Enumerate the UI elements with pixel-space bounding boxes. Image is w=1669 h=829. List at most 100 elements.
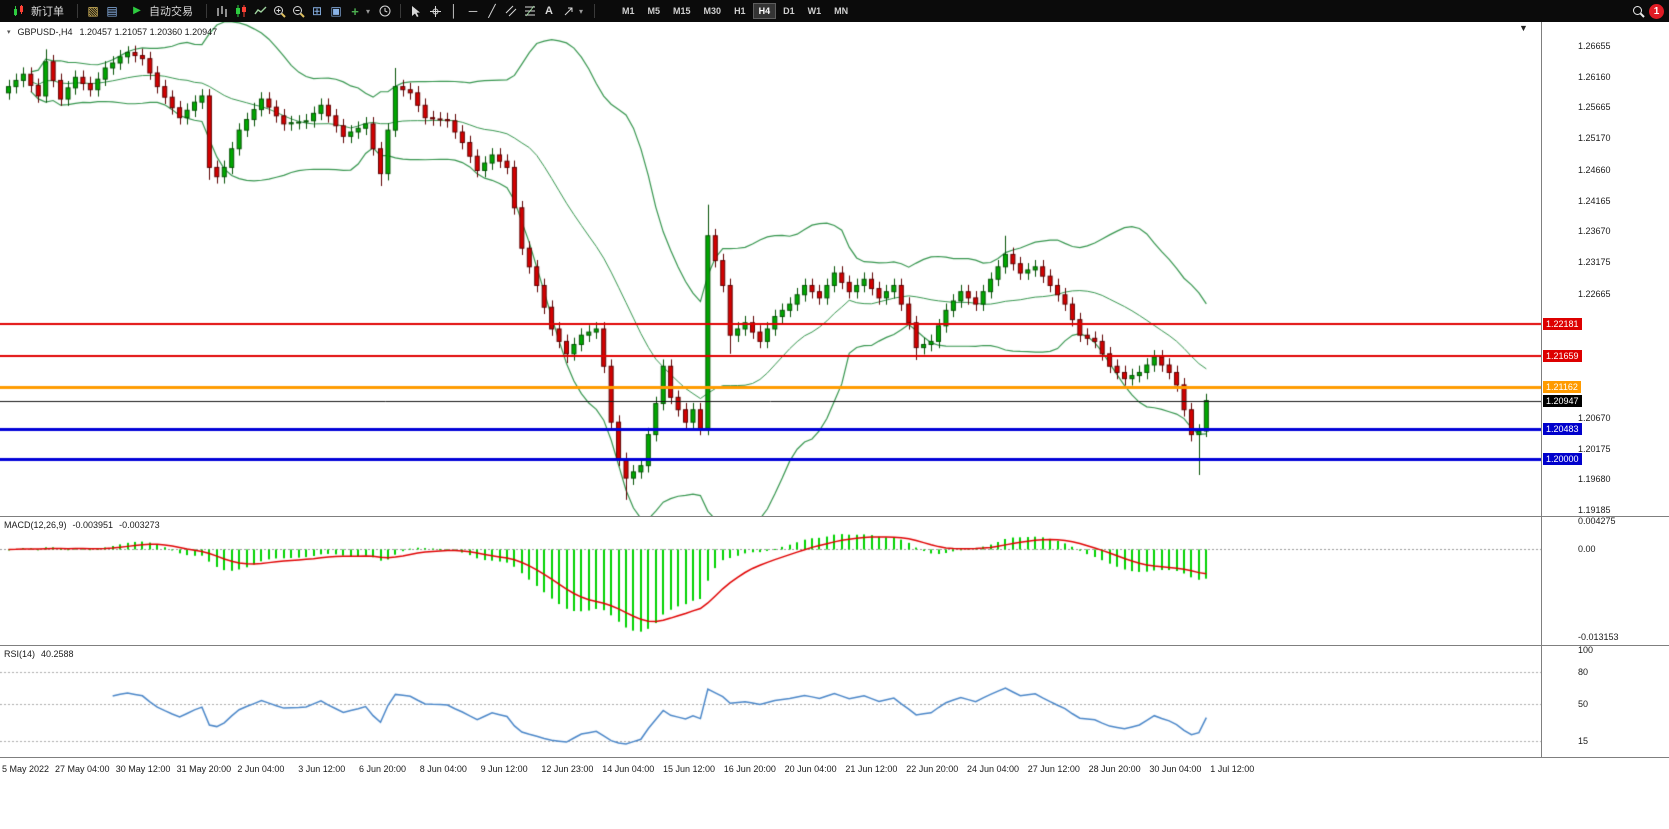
rsi-name: RSI(14)	[4, 649, 36, 659]
time-axis-label: 16 Jun 20:00	[723, 764, 776, 774]
timeframe-mn[interactable]: MN	[834, 6, 849, 16]
price-axis-label: 1.19680	[1578, 474, 1611, 485]
indicators-icon[interactable]: +	[351, 3, 359, 19]
timeframe-d1[interactable]: D1	[783, 6, 795, 16]
tools-caret-icon[interactable]: ▾	[579, 6, 584, 16]
autotrading-play-icon: ▶	[133, 5, 141, 16]
rsi-axis-label: 15	[1578, 735, 1589, 746]
toolbar-separator	[594, 4, 595, 18]
search-icon[interactable]	[1630, 3, 1646, 19]
new-order-label: 新订单	[31, 6, 64, 18]
time-axis-label: 21 Jun 12:00	[845, 764, 898, 774]
time-axis-label: 12 Jun 23:00	[541, 764, 594, 774]
indicators-caret-icon[interactable]: ▾	[366, 6, 371, 16]
new-order-icon	[11, 3, 27, 19]
symbol-ohlc-label: ▾ GBPUSD-,H4 1.20457 1.21057 1.20360 1.2…	[7, 27, 217, 37]
ohlc-values-label: 1.20457 1.21057 1.20360 1.20947	[79, 27, 218, 37]
macd-value-main: -0.003951	[72, 520, 114, 530]
symbol-dropdown-icon: ▾	[7, 29, 11, 36]
chart-area: ▾ GBPUSD-,H4 1.20457 1.21057 1.20360 1.2…	[0, 22, 1669, 829]
time-axis-label: 20 Jun 04:00	[784, 764, 837, 774]
vertical-line-icon[interactable]: │	[450, 4, 458, 18]
timeframe-w1[interactable]: W1	[807, 6, 822, 16]
notification-badge[interactable]: 1	[1649, 3, 1664, 19]
price-chart-canvas[interactable]	[0, 22, 1541, 516]
price-axis-label: 1.23670	[1578, 226, 1611, 237]
price-axis-label: 1.22665	[1578, 288, 1611, 299]
price-badge: 1.21162	[1543, 381, 1581, 394]
macd-canvas[interactable]	[0, 517, 1541, 645]
bar-chart-icon[interactable]	[214, 3, 230, 19]
rsi-axis-label: 100	[1578, 645, 1594, 656]
new-chart-icon[interactable]: ▧	[87, 4, 99, 18]
rsi-panel[interactable]: RSI(14) 40.2588 100 80 50 15	[0, 645, 1669, 758]
chart-shift-marker-icon[interactable]: ▼	[1519, 23, 1528, 33]
timeframe-h1[interactable]: H1	[734, 6, 746, 16]
time-axis-label: 27 May 04:00	[55, 764, 110, 774]
price-badge: 1.20000	[1543, 453, 1582, 466]
macd-value-signal: -0.003273	[119, 520, 160, 530]
arrow-tool-icon[interactable]	[560, 3, 576, 19]
timeframe-m30[interactable]: M30	[703, 6, 722, 16]
timeframe-m1[interactable]: M1	[622, 6, 635, 16]
price-badge: 1.22181	[1543, 317, 1582, 330]
timeframe-m15[interactable]: M15	[673, 6, 691, 16]
price-axis-label: 1.24660	[1578, 164, 1611, 175]
time-axis-label: 3 Jun 12:00	[298, 764, 346, 774]
rsi-value: 40.2588	[41, 649, 74, 659]
macd-axis-label: 0.004275	[1578, 516, 1616, 527]
time-axis-label: 1 Jul 12:00	[1210, 764, 1255, 774]
rsi-label: RSI(14) 40.2588	[4, 649, 74, 659]
line-chart-icon[interactable]	[252, 3, 268, 19]
macd-name: MACD(12,26,9)	[4, 520, 67, 530]
rsi-canvas[interactable]	[0, 646, 1541, 757]
time-axis[interactable]: 5 May 2022 27 May 04:00 30 May 12:00 31 May…	[0, 758, 1669, 780]
time-axis-label: 9 Jun 12:00	[480, 764, 528, 774]
cursor-icon[interactable]	[408, 3, 424, 19]
toolbar-separator	[77, 4, 78, 18]
toolbar-separator	[206, 4, 207, 18]
price-axis-label: 1.25170	[1578, 133, 1611, 144]
zoom-in-icon[interactable]	[271, 3, 287, 19]
fibonacci-icon[interactable]	[522, 3, 538, 19]
symbol-period-label: GBPUSD-,H4	[17, 27, 73, 37]
price-axis-label: 1.20175	[1578, 443, 1611, 454]
timeframe-h4[interactable]: H4	[752, 3, 777, 19]
crosshair-icon[interactable]	[427, 3, 443, 19]
cascade-windows-icon[interactable]: ▣	[330, 4, 342, 18]
new-order-button[interactable]: 新订单	[5, 2, 70, 20]
macd-label: MACD(12,26,9) -0.003951 -0.003273	[4, 520, 160, 530]
time-axis-label: 14 Jun 04:00	[602, 764, 655, 774]
text-tool-button[interactable]: A	[545, 4, 553, 17]
time-axis-label: 30 May 12:00	[115, 764, 171, 774]
macd-axis[interactable]: 0.004275 0.00 -0.013153	[1541, 516, 1669, 645]
price-axis-label: 1.26655	[1578, 40, 1611, 51]
timeframe-m5[interactable]: M5	[647, 6, 661, 16]
time-axis-label: 31 May 20:00	[176, 764, 232, 774]
price-axis-label: 1.25665	[1578, 102, 1611, 113]
price-axis-label: 1.20670	[1578, 412, 1611, 423]
tile-windows-icon[interactable]: ⊞	[311, 4, 323, 18]
price-chart-panel[interactable]: ▾ GBPUSD-,H4 1.20457 1.21057 1.20360 1.2…	[0, 22, 1669, 517]
autotrading-button[interactable]: ▶ 自动交易	[123, 2, 199, 20]
price-badge: 1.20947	[1543, 394, 1582, 407]
zoom-out-icon[interactable]	[290, 3, 306, 19]
autotrading-label: 自动交易	[149, 6, 193, 18]
period-clock-icon[interactable]	[377, 3, 393, 19]
candlestick-chart-icon[interactable]	[233, 3, 249, 19]
channel-icon[interactable]	[503, 3, 519, 19]
rsi-axis-label: 80	[1578, 666, 1589, 677]
time-axis-label: 27 Jun 12:00	[1027, 764, 1080, 774]
trendline-icon[interactable]: ╱	[488, 4, 496, 18]
horizontal-line-icon[interactable]: ─	[468, 4, 478, 18]
time-axis-label: 2 Jun 04:00	[237, 764, 285, 774]
macd-axis-label: -0.013153	[1578, 631, 1619, 642]
macd-panel[interactable]: MACD(12,26,9) -0.003951 -0.003273 0.0042…	[0, 516, 1669, 646]
profiles-icon[interactable]: ▤	[106, 4, 118, 18]
price-badge: 1.21659	[1543, 350, 1582, 363]
time-axis-label: 22 Jun 20:00	[906, 764, 959, 774]
rsi-axis[interactable]: 100 80 50 15	[1541, 645, 1669, 757]
price-axis[interactable]: 1.26655 1.26160 1.25665 1.25170 1.24660 1.241…	[1541, 22, 1669, 516]
price-axis-label: 1.24165	[1578, 195, 1611, 206]
time-axis-label: 6 Jun 20:00	[359, 764, 407, 774]
